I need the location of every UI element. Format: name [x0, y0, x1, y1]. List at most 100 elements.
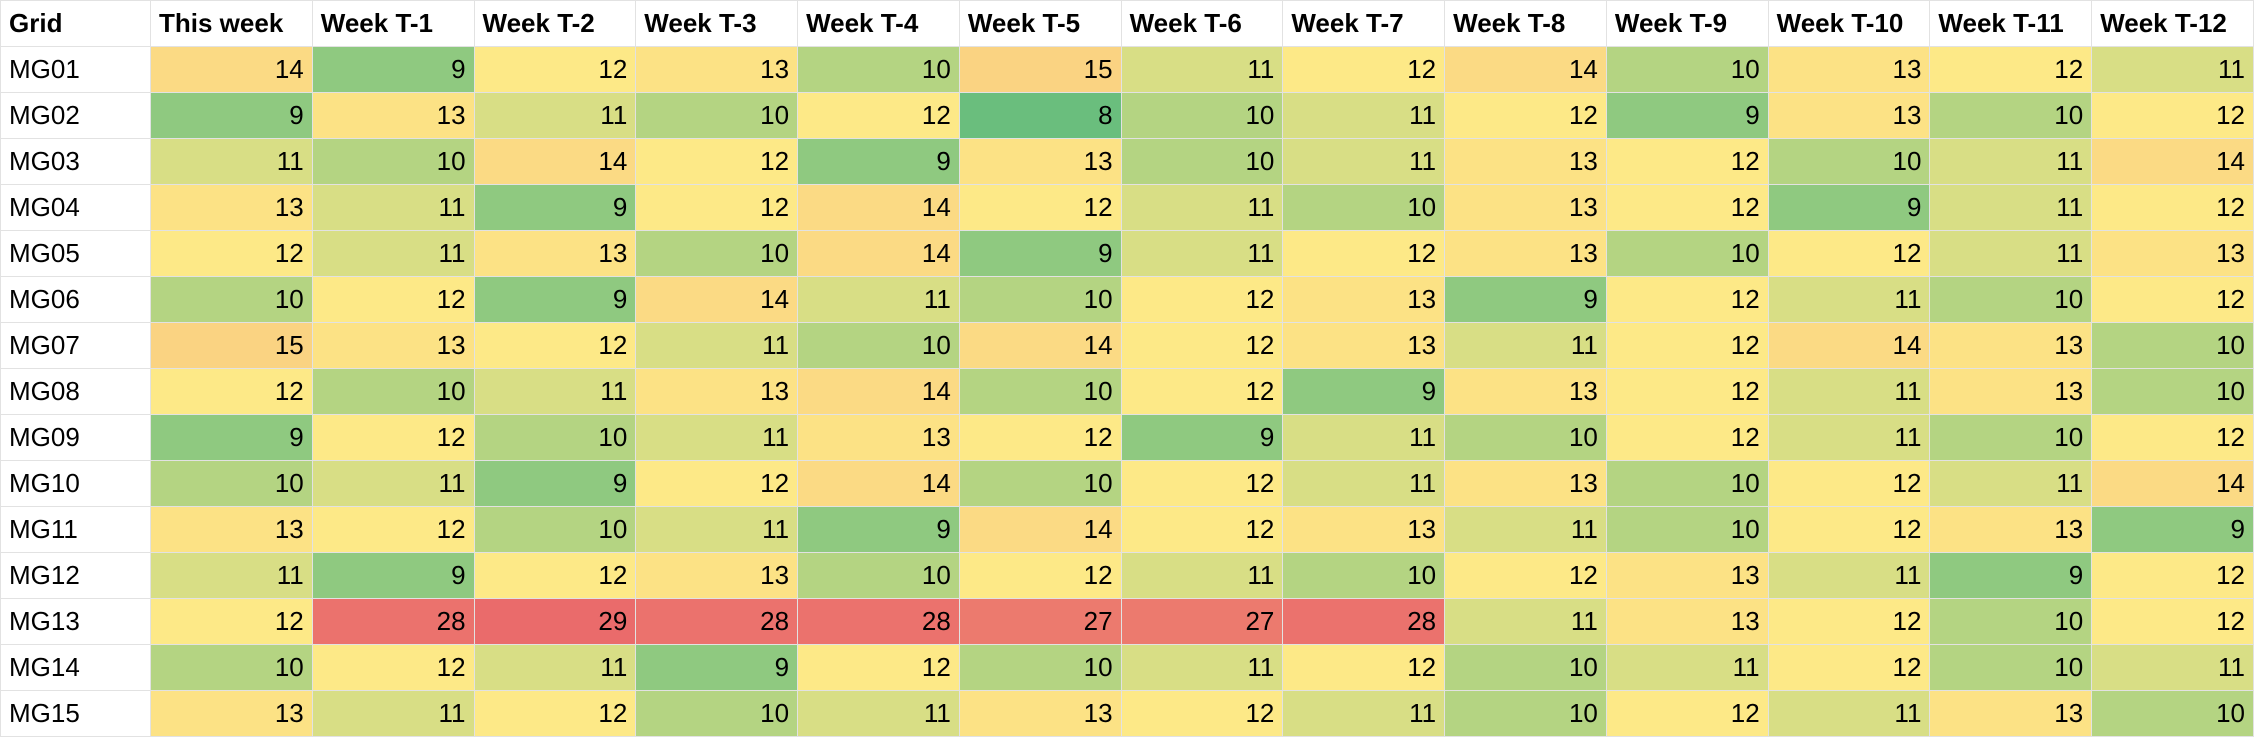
heat-cell: 12: [1605, 138, 1769, 185]
table-row: MG13 12 28 29 28 28 27 27 28 11 13 12 10 12: [0, 598, 2254, 645]
table-row: MG11 13 12 10 11 9 14 12 13 11 10 12 13 9: [0, 506, 2254, 553]
heat-cell: 11: [1767, 414, 1931, 461]
heat-cell: 10: [1605, 460, 1769, 507]
heat-cell: 11: [2091, 46, 2254, 93]
heat-cell: 13: [1605, 552, 1769, 599]
heat-cell: 13: [1929, 322, 2093, 369]
heat-cell: 12: [2091, 92, 2254, 139]
heat-cell: 12: [958, 184, 1122, 231]
heat-cell: 12: [473, 322, 637, 369]
heat-cell: 12: [150, 598, 313, 645]
heat-cell: 10: [958, 368, 1122, 415]
heat-cell: 10: [1605, 230, 1769, 277]
heat-cell: 13: [150, 184, 313, 231]
heat-cell: 12: [2091, 414, 2254, 461]
heat-cell: 12: [1767, 506, 1931, 553]
table-row: MG03 11 10 14 12 9 13 10 11 13 12 10 11 14: [0, 138, 2254, 185]
table-row: MG09 9 12 10 11 13 12 9 11 10 12 11 10 12: [0, 414, 2254, 461]
column-header: Grid: [0, 0, 151, 47]
table-row: MG02 9 13 11 10 12 8 10 11 12 9 13 10 12: [0, 92, 2254, 139]
heat-cell: 12: [311, 506, 475, 553]
table-row: MG08 12 10 11 13 14 10 12 9 13 12 11 13 10: [0, 368, 2254, 415]
heat-cell: 14: [2091, 460, 2254, 507]
row-label: MG11: [0, 506, 151, 553]
column-header: Week T-2: [473, 0, 637, 47]
heat-cell: 9: [311, 46, 475, 93]
heat-cell: 10: [1929, 92, 2093, 139]
heat-cell: 12: [797, 644, 960, 691]
heat-cell: 12: [2091, 552, 2254, 599]
heat-cell: 13: [1767, 92, 1931, 139]
heat-cell: 13: [1444, 460, 1607, 507]
heat-cell: 11: [1282, 690, 1446, 737]
heat-cell: 13: [1282, 322, 1446, 369]
heat-cell: 13: [1767, 46, 1931, 93]
heat-cell: 11: [1605, 644, 1769, 691]
heat-cell: 11: [1929, 230, 2093, 277]
table-row: MG04 13 11 9 12 14 12 11 10 13 12 9 11 12: [0, 184, 2254, 231]
column-header: Week T-6: [1120, 0, 1284, 47]
heat-cell: 12: [958, 414, 1122, 461]
heat-cell: 11: [2091, 644, 2254, 691]
heat-cell: 11: [1120, 230, 1284, 277]
heat-cell: 12: [1605, 322, 1769, 369]
heat-cell: 12: [635, 184, 799, 231]
heat-cell: 12: [311, 276, 475, 323]
heat-cell: 13: [1929, 690, 2093, 737]
heat-cell: 12: [1605, 184, 1769, 231]
row-label: MG14: [0, 644, 151, 691]
heat-cell: 10: [1929, 644, 2093, 691]
heat-cell: 12: [1605, 368, 1769, 415]
heat-cell: 12: [1120, 460, 1284, 507]
heat-cell: 12: [1767, 230, 1931, 277]
table-row: MG10 10 11 9 12 14 10 12 11 13 10 12 11 14: [0, 460, 2254, 507]
row-label: MG09: [0, 414, 151, 461]
heat-cell: 12: [1767, 598, 1931, 645]
heat-cell: 11: [150, 138, 313, 185]
heat-cell: 12: [473, 46, 637, 93]
heat-cell: 13: [1444, 368, 1607, 415]
heat-cell: 11: [1120, 46, 1284, 93]
heat-cell: 12: [311, 414, 475, 461]
column-header: Week T-4: [797, 0, 960, 47]
heat-cell: 10: [1282, 552, 1446, 599]
heat-cell: 11: [473, 644, 637, 691]
heat-cell: 9: [958, 230, 1122, 277]
heat-cell: 13: [1282, 506, 1446, 553]
table-row: MG01 14 9 12 13 10 15 11 12 14 10 13 12 11: [0, 46, 2254, 93]
heat-cell: 12: [150, 230, 313, 277]
table-row: MG07 15 13 12 11 10 14 12 13 11 12 14 13 10: [0, 322, 2254, 369]
heat-cell: 14: [150, 46, 313, 93]
heat-cell: 10: [311, 138, 475, 185]
heat-cell: 13: [311, 92, 475, 139]
heat-cell: 12: [797, 92, 960, 139]
heat-cell: 11: [1929, 138, 2093, 185]
heat-cell: 11: [1444, 506, 1607, 553]
heat-cell: 10: [797, 552, 960, 599]
heat-cell: 10: [2091, 322, 2254, 369]
heat-cell: 12: [1605, 276, 1769, 323]
row-label: MG12: [0, 552, 151, 599]
heat-cell: 12: [635, 460, 799, 507]
row-label: MG01: [0, 46, 151, 93]
heat-cell: 28: [797, 598, 960, 645]
heat-cell: 13: [1444, 138, 1607, 185]
heat-cell: 13: [958, 690, 1122, 737]
heat-cell: 11: [635, 414, 799, 461]
heat-cell: 15: [150, 322, 313, 369]
heat-cell: 11: [1767, 368, 1931, 415]
heat-cell: 10: [150, 460, 313, 507]
heat-cell: 13: [2091, 230, 2254, 277]
heat-cell: 9: [1444, 276, 1607, 323]
row-label: MG10: [0, 460, 151, 507]
heat-cell: 10: [635, 690, 799, 737]
heat-cell: 10: [2091, 690, 2254, 737]
heat-cell: 10: [1444, 690, 1607, 737]
heat-cell: 10: [958, 644, 1122, 691]
heat-cell: 12: [1444, 92, 1607, 139]
heat-cell: 13: [958, 138, 1122, 185]
heat-cell: 10: [797, 322, 960, 369]
heat-cell: 10: [311, 368, 475, 415]
heat-cell: 10: [635, 230, 799, 277]
heat-cell: 10: [1767, 138, 1931, 185]
